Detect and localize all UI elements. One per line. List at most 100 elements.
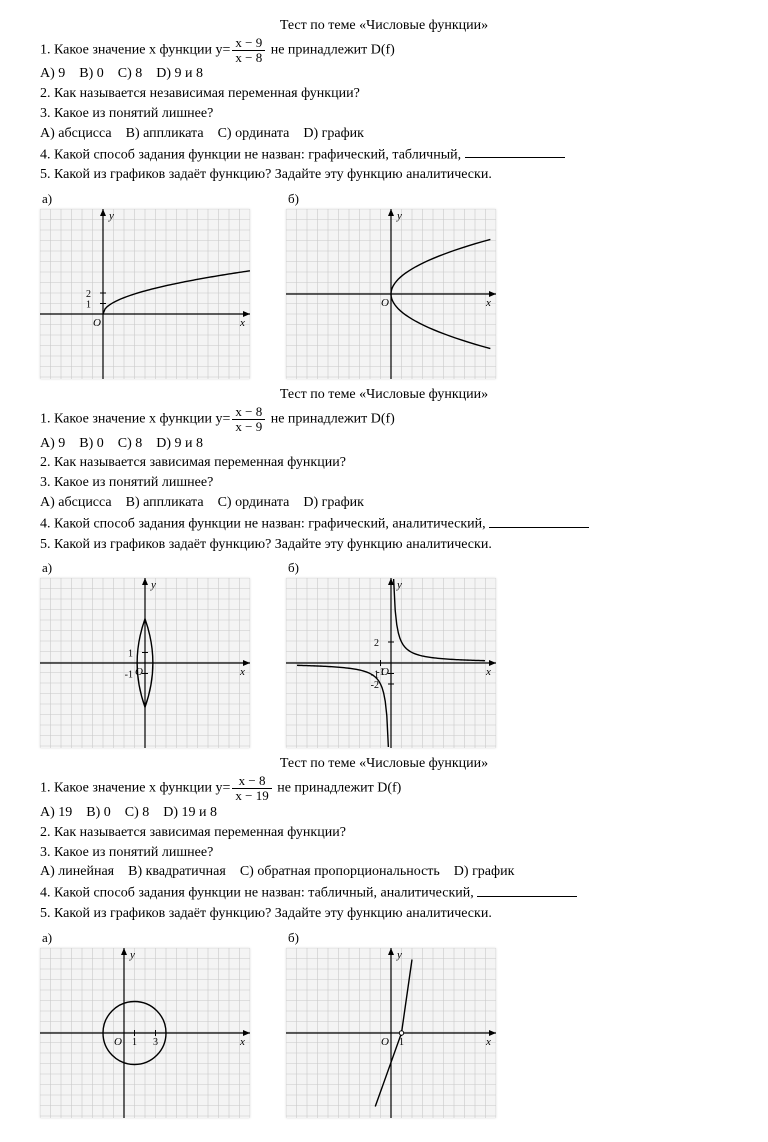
graph-b-wrap: б)yxO2-1-2-1	[286, 560, 496, 748]
question-5: 5. Какой из графиков задаёт функцию? Зад…	[40, 166, 728, 185]
svg-text:y: y	[150, 579, 156, 591]
blank-line	[477, 883, 577, 897]
q3-option-d: D) график	[454, 864, 515, 879]
q3-option-a: A) абсцисса	[40, 495, 112, 510]
graph-a-label: а)	[40, 560, 250, 576]
graph-a-wrap: а)yxO1-1	[40, 560, 250, 748]
chart: yxO2-1-2-1	[286, 578, 496, 748]
question-1-options: A) 9B) 0C) 8D) 9 и 8	[40, 65, 728, 84]
q4-text: 4. Какой способ задания функции не назва…	[40, 517, 489, 532]
svg-text:O: O	[381, 1036, 389, 1048]
svg-text:x: x	[239, 317, 245, 329]
q3-option-b: B) аппликата	[126, 495, 204, 510]
q1-suffix: не принадлежит D(f)	[271, 412, 395, 427]
q3-option-b: B) квадратичная	[128, 864, 226, 879]
svg-text:x: x	[485, 1036, 491, 1048]
q3-option-b: B) аппликата	[126, 126, 204, 141]
graph-b-wrap: б)yxO1	[286, 930, 496, 1118]
svg-text:y: y	[108, 210, 114, 222]
svg-text:y: y	[396, 949, 402, 961]
chart: yxO13	[40, 948, 250, 1118]
q1-prefix: 1. Какое значение x функции y=	[40, 781, 230, 796]
svg-text:x: x	[239, 666, 245, 678]
graph-a-label: а)	[40, 191, 250, 207]
graph-row: а)yxO21б)yxO	[40, 191, 728, 379]
question-1-options: A) 19B) 0C) 8D) 19 и 8	[40, 804, 728, 823]
q3-option-a: A) абсцисса	[40, 126, 112, 141]
q1-option-c: C) 8	[125, 805, 150, 820]
question-5: 5. Какой из графиков задаёт функцию? Зад…	[40, 536, 728, 555]
chart: yxO1	[286, 948, 496, 1118]
fraction: x − 9x − 8	[232, 36, 265, 64]
graph-row: а)yxO13б)yxO1	[40, 930, 728, 1118]
chart: yxO1-1	[40, 578, 250, 748]
question-4: 4. Какой способ задания функции не назва…	[40, 883, 728, 903]
svg-text:x: x	[485, 666, 491, 678]
question-2: 2. Как называется зависимая переменная ф…	[40, 454, 728, 473]
graph-b-label: б)	[286, 930, 496, 946]
q1-option-d: D) 19 и 8	[163, 805, 217, 820]
svg-text:2: 2	[86, 289, 91, 300]
fraction-numerator: x − 8	[232, 405, 265, 420]
svg-text:O: O	[381, 297, 389, 309]
graph-a-wrap: а) y x O 21	[40, 191, 250, 379]
svg-text:O: O	[93, 317, 101, 329]
question-3: 3. Какое из понятий лишнее?	[40, 474, 728, 493]
question-3-options: A) абсцисса B) аппликата C) ордината D) гра…	[40, 125, 728, 144]
question-1: 1. Какое значение x функции y=x − 8x − 1…	[40, 774, 728, 802]
q1-prefix: 1. Какое значение x функции y=	[40, 412, 230, 427]
question-2: 2. Как называется зависимая переменная ф…	[40, 824, 728, 843]
fraction: x − 8x − 19	[232, 774, 271, 802]
test-title: Тест по теме «Числовые функции»	[40, 756, 728, 772]
q3-option-d: D) график	[303, 126, 364, 141]
question-3-options: A) линейнаяB) квадратичнаяC) обратная пр…	[40, 863, 728, 882]
question-4: 4. Какой способ задания функции не назва…	[40, 514, 728, 534]
q1-option-a: A) 9	[40, 436, 65, 451]
question-5: 5. Какой из графиков задаёт функцию? Зад…	[40, 905, 728, 924]
q1-suffix: не принадлежит D(f)	[277, 781, 401, 796]
question-1: 1. Какое значение x функции y=x − 8x − 9…	[40, 405, 728, 433]
svg-text:3: 3	[153, 1037, 158, 1048]
q1-prefix: 1. Какое значение x функции y=	[40, 42, 230, 57]
question-2: 2. Как называется независимая переменная…	[40, 85, 728, 104]
question-3-options: A) абсцисса B) аппликата C) ордината D) гра…	[40, 494, 728, 513]
chart: y x O 21	[40, 209, 250, 379]
fraction-denominator: x − 19	[232, 789, 271, 803]
svg-text:1: 1	[86, 300, 91, 311]
fraction-numerator: x − 8	[232, 774, 271, 789]
svg-text:1: 1	[128, 649, 133, 660]
blank-line	[489, 514, 589, 528]
q1-option-a: A) 9	[40, 66, 65, 81]
fraction-numerator: x − 9	[232, 36, 265, 51]
svg-text:-1: -1	[376, 667, 384, 678]
graph-a-wrap: а)yxO13	[40, 930, 250, 1118]
question-1-options: A) 9B) 0C) 8D) 9 и 8	[40, 435, 728, 454]
q1-suffix: не принадлежит D(f)	[271, 42, 395, 57]
fraction: x − 8x − 9	[232, 405, 265, 433]
q1-option-c: C) 8	[118, 436, 143, 451]
graph-row: а)yxO1-1б)yxO2-1-2-1	[40, 560, 728, 748]
svg-text:1: 1	[132, 1037, 137, 1048]
q4-text: 4. Какой способ задания функции не назва…	[40, 886, 477, 901]
q3-option-c: C) ордината	[218, 126, 290, 141]
svg-text:O: O	[114, 1036, 122, 1048]
svg-text:-2: -2	[371, 680, 379, 691]
question-4: 4. Какой способ задания функции не назва…	[40, 145, 728, 165]
svg-text:y: y	[396, 210, 402, 222]
chart: y x O	[286, 209, 496, 379]
q3-option-a: A) линейная	[40, 864, 114, 879]
q1-option-b: B) 0	[79, 436, 104, 451]
svg-text:x: x	[485, 297, 491, 309]
q3-option-c: C) ордината	[218, 495, 290, 510]
svg-text:x: x	[239, 1036, 245, 1048]
q1-option-b: B) 0	[86, 805, 111, 820]
svg-text:y: y	[396, 579, 402, 591]
fraction-denominator: x − 8	[232, 51, 265, 65]
test-title: Тест по теме «Числовые функции»	[40, 387, 728, 403]
graph-b-wrap: б)yxO	[286, 191, 496, 379]
q1-option-b: B) 0	[79, 66, 104, 81]
svg-text:2: 2	[374, 638, 379, 649]
q3-option-d: D) график	[303, 495, 364, 510]
fraction-denominator: x − 9	[232, 420, 265, 434]
q1-option-d: D) 9 и 8	[156, 66, 203, 81]
